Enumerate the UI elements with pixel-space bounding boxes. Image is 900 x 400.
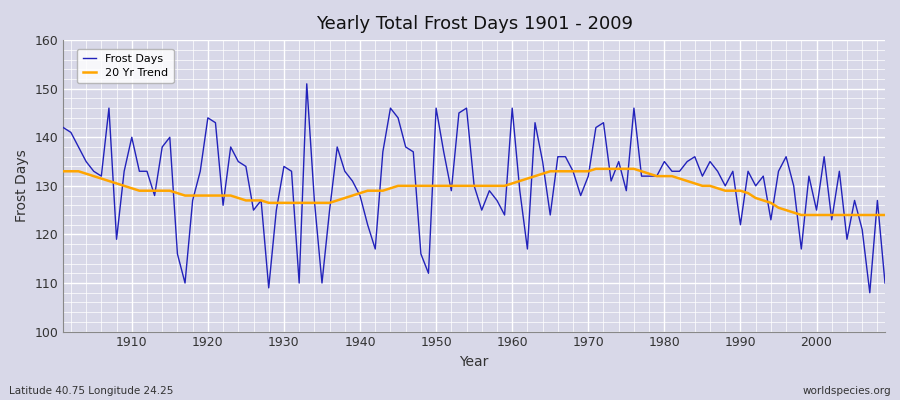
Y-axis label: Frost Days: Frost Days xyxy=(15,150,29,222)
Line: Frost Days: Frost Days xyxy=(63,84,885,293)
Frost Days xyxy=(286,169,297,174)
Frost Days xyxy=(879,281,890,286)
Text: Latitude 40.75 Longitude 24.25: Latitude 40.75 Longitude 24.25 xyxy=(9,386,174,396)
Frost Days xyxy=(58,125,68,130)
Frost Days xyxy=(606,178,616,183)
20 Yr Trend xyxy=(507,181,517,186)
X-axis label: Year: Year xyxy=(460,355,489,369)
20 Yr Trend xyxy=(58,169,68,174)
20 Yr Trend xyxy=(286,200,297,205)
Line: 20 Yr Trend: 20 Yr Trend xyxy=(63,169,885,215)
20 Yr Trend xyxy=(119,184,130,188)
20 Yr Trend xyxy=(332,198,343,203)
20 Yr Trend xyxy=(606,166,616,171)
Frost Days xyxy=(302,82,312,86)
20 Yr Trend xyxy=(500,184,510,188)
Frost Days xyxy=(339,169,350,174)
20 Yr Trend xyxy=(590,166,601,171)
20 Yr Trend xyxy=(796,212,806,217)
Frost Days xyxy=(864,290,875,295)
Frost Days xyxy=(507,106,517,110)
Text: worldspecies.org: worldspecies.org xyxy=(803,386,891,396)
20 Yr Trend xyxy=(879,212,890,217)
Frost Days xyxy=(515,188,526,193)
Frost Days xyxy=(119,169,130,174)
Legend: Frost Days, 20 Yr Trend: Frost Days, 20 Yr Trend xyxy=(77,48,174,83)
Title: Yearly Total Frost Days 1901 - 2009: Yearly Total Frost Days 1901 - 2009 xyxy=(316,15,633,33)
